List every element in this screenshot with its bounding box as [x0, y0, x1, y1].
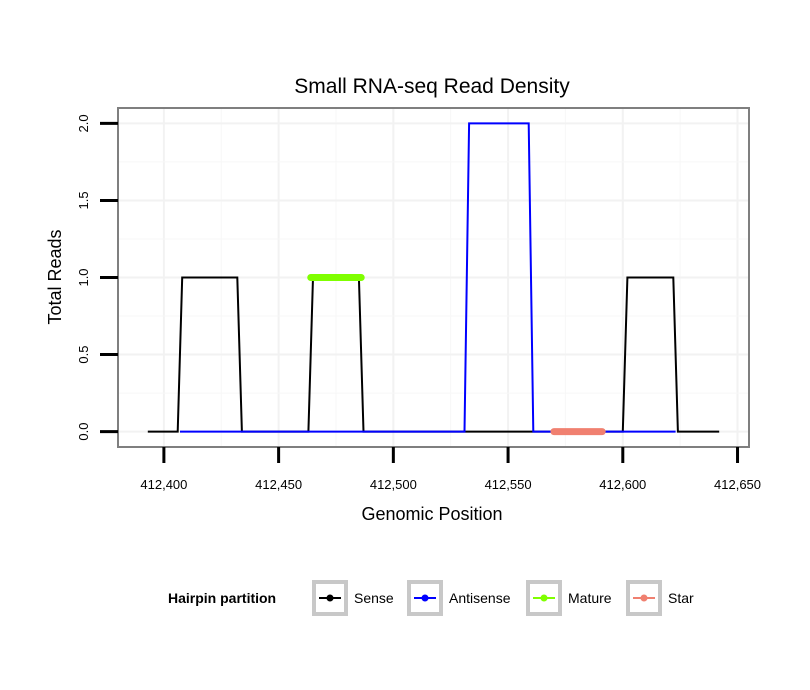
legend-key-dot [540, 594, 548, 602]
chart-title: Small RNA-seq Read Density [294, 75, 570, 98]
y-tick-label: 2.0 [76, 114, 91, 132]
y-tick-label: 1.5 [76, 191, 91, 209]
y-axis: 0.0 0.5 1.0 1.5 2.0 [76, 114, 118, 441]
legend-title: Hairpin partition [168, 590, 276, 606]
x-tick-label: 412,400 [140, 477, 187, 492]
x-axis: 412,400 412,450 412,500 412,550 412,600 412,6… [140, 447, 761, 492]
x-tick-label: 412,450 [255, 477, 302, 492]
legend-key-dot [326, 594, 334, 602]
y-tick-label: 0.5 [76, 346, 91, 364]
partition-segments [307, 274, 606, 436]
x-axis-title: Genomic Position [361, 504, 502, 524]
y-tick-label: 0.0 [76, 423, 91, 441]
legend-label-sense: Sense [354, 590, 394, 606]
legend-label-star: Star [668, 590, 694, 606]
legend-key-dot [640, 594, 648, 602]
legend: Hairpin partition Sense Antisense Mature St… [168, 580, 694, 616]
y-tick-label: 1.0 [76, 268, 91, 286]
legend-key-dot [421, 594, 429, 602]
legend-label-mature: Mature [568, 590, 612, 606]
x-tick-label: 412,600 [599, 477, 646, 492]
x-tick-label: 412,500 [370, 477, 417, 492]
x-tick-label: 412,650 [714, 477, 761, 492]
y-axis-title: Total Reads [45, 229, 65, 324]
x-tick-label: 412,550 [485, 477, 532, 492]
legend-label-antisense: Antisense [449, 590, 511, 606]
